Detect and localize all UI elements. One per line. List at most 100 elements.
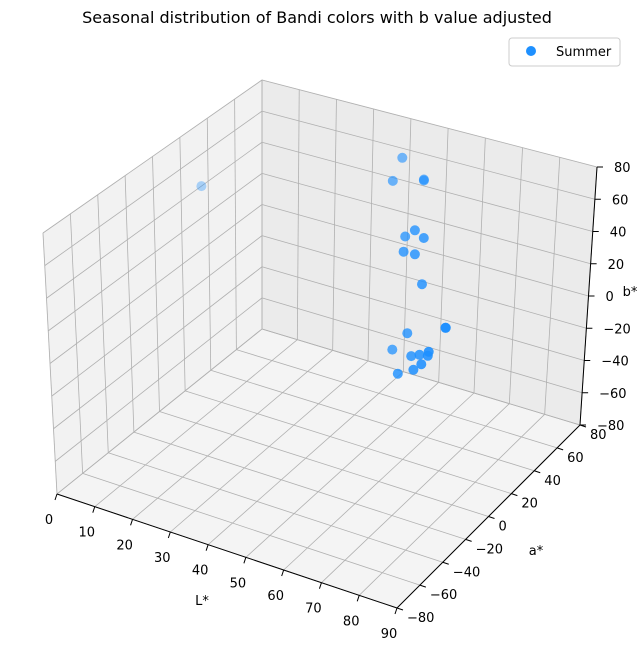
z-tick-label: −20	[603, 322, 630, 337]
x-tick-label: 70	[305, 602, 322, 617]
z-tick-label: −60	[599, 387, 626, 402]
data-point	[417, 279, 427, 290]
axis-panes	[42, 79, 598, 609]
z-tick-label: 80	[614, 161, 631, 176]
x-tick-label: 0	[45, 513, 53, 528]
y-tick-label: 60	[567, 451, 584, 466]
legend: Summer	[508, 37, 621, 67]
data-point	[387, 175, 398, 186]
y-tick-mark	[396, 607, 404, 611]
data-point	[416, 359, 427, 370]
legend-label: Summer	[556, 45, 612, 60]
y-tick-label: −20	[476, 542, 503, 557]
grid-z-left	[42, 79, 263, 234]
grid-y-floor	[236, 349, 558, 449]
x-axis-line	[56, 493, 398, 609]
z-tick-label: 0	[606, 290, 614, 305]
gridlines	[42, 79, 598, 609]
y-axis-label: a*	[529, 544, 544, 559]
grid-z-back	[261, 204, 589, 297]
x-tick-mark	[281, 569, 285, 577]
grid-y-floor	[108, 452, 443, 563]
z-tick-label: 40	[610, 226, 627, 241]
grid-y-floor	[210, 369, 535, 472]
y-tick-mark	[488, 516, 495, 519]
y-tick-label: 0	[499, 520, 507, 535]
grid-z-left	[49, 204, 263, 364]
data-point	[398, 246, 409, 257]
data-point	[397, 152, 408, 163]
x-tick-mark	[167, 531, 171, 539]
data-point	[392, 368, 403, 379]
grid-z-back	[261, 110, 595, 200]
y-tick-mark	[556, 447, 564, 451]
grid-z-left	[46, 141, 263, 299]
data-point	[422, 350, 433, 361]
grid-z-left	[51, 235, 263, 397]
legend-marker	[526, 46, 536, 56]
x-tick-label: 20	[116, 538, 133, 553]
x-tick-label: 30	[154, 551, 171, 566]
grid-z-left	[56, 328, 263, 495]
y-tick-label: −60	[430, 588, 457, 603]
x-tick-mark	[318, 582, 322, 589]
data-point	[406, 351, 417, 362]
x-tick-label: 50	[230, 576, 247, 591]
grid-z-left	[48, 173, 263, 332]
y-tick-label: 20	[521, 497, 538, 512]
data-point	[400, 231, 411, 242]
x-tick-label: 10	[79, 526, 96, 541]
x-tick-label: 60	[267, 589, 284, 604]
grid-z-back	[261, 141, 593, 232]
grid-z-back	[261, 79, 598, 168]
z-tick-label: −80	[597, 419, 624, 434]
axis-lines	[54, 166, 603, 615]
grid-y-floor	[159, 411, 489, 517]
data-point	[440, 322, 451, 333]
grid-y-floor	[82, 472, 421, 586]
data-point	[408, 364, 419, 375]
data-point	[196, 181, 207, 192]
x-axis-label: L*	[195, 594, 209, 609]
y-tick-mark	[465, 538, 472, 542]
legend-box	[508, 37, 621, 67]
tick-labels: 0 10 20 30 40 50 60 70 80 90 −80 −60 −40 −20 0 20 40 60 80…	[45, 161, 631, 642]
x-tick-mark	[130, 519, 134, 526]
grid-y-floor	[133, 431, 466, 540]
x-tick-label: 90	[381, 627, 398, 642]
grid-z-back	[261, 266, 585, 361]
data-point	[418, 233, 429, 243]
x-tick-label: 40	[192, 564, 209, 579]
y-tick-label: −80	[407, 611, 434, 626]
x-tick-mark	[243, 557, 247, 564]
z-tick-label: 20	[608, 258, 625, 273]
data-point	[409, 249, 420, 260]
x-tick-mark	[356, 595, 360, 602]
z-tick-label: 60	[612, 193, 629, 208]
grid-z-left	[44, 110, 263, 266]
data-points	[196, 152, 451, 379]
data-point	[387, 344, 398, 355]
y-tick-mark	[442, 561, 449, 565]
grid-z-back	[261, 328, 581, 426]
z-axis-label: b*	[623, 285, 638, 300]
grid-z-back	[261, 172, 591, 265]
x-tick-label: 80	[343, 614, 360, 629]
data-point	[402, 328, 413, 339]
y-tick-mark	[534, 470, 541, 474]
y-tick-label: −40	[453, 565, 480, 580]
grid-z-back	[261, 297, 583, 394]
y-tick-label: 80	[590, 428, 607, 443]
x-tick-mark	[205, 544, 209, 551]
y-tick-label: 40	[544, 474, 561, 489]
x-tick-mark	[394, 607, 398, 615]
grid-y-floor	[185, 390, 512, 495]
grid-z-left	[53, 266, 263, 430]
data-point	[414, 349, 425, 360]
grid-z-left	[55, 297, 263, 462]
chart-title: Seasonal distribution of Bandi colors wi…	[82, 8, 552, 27]
data-point	[409, 225, 420, 236]
x-tick-mark	[92, 506, 96, 513]
